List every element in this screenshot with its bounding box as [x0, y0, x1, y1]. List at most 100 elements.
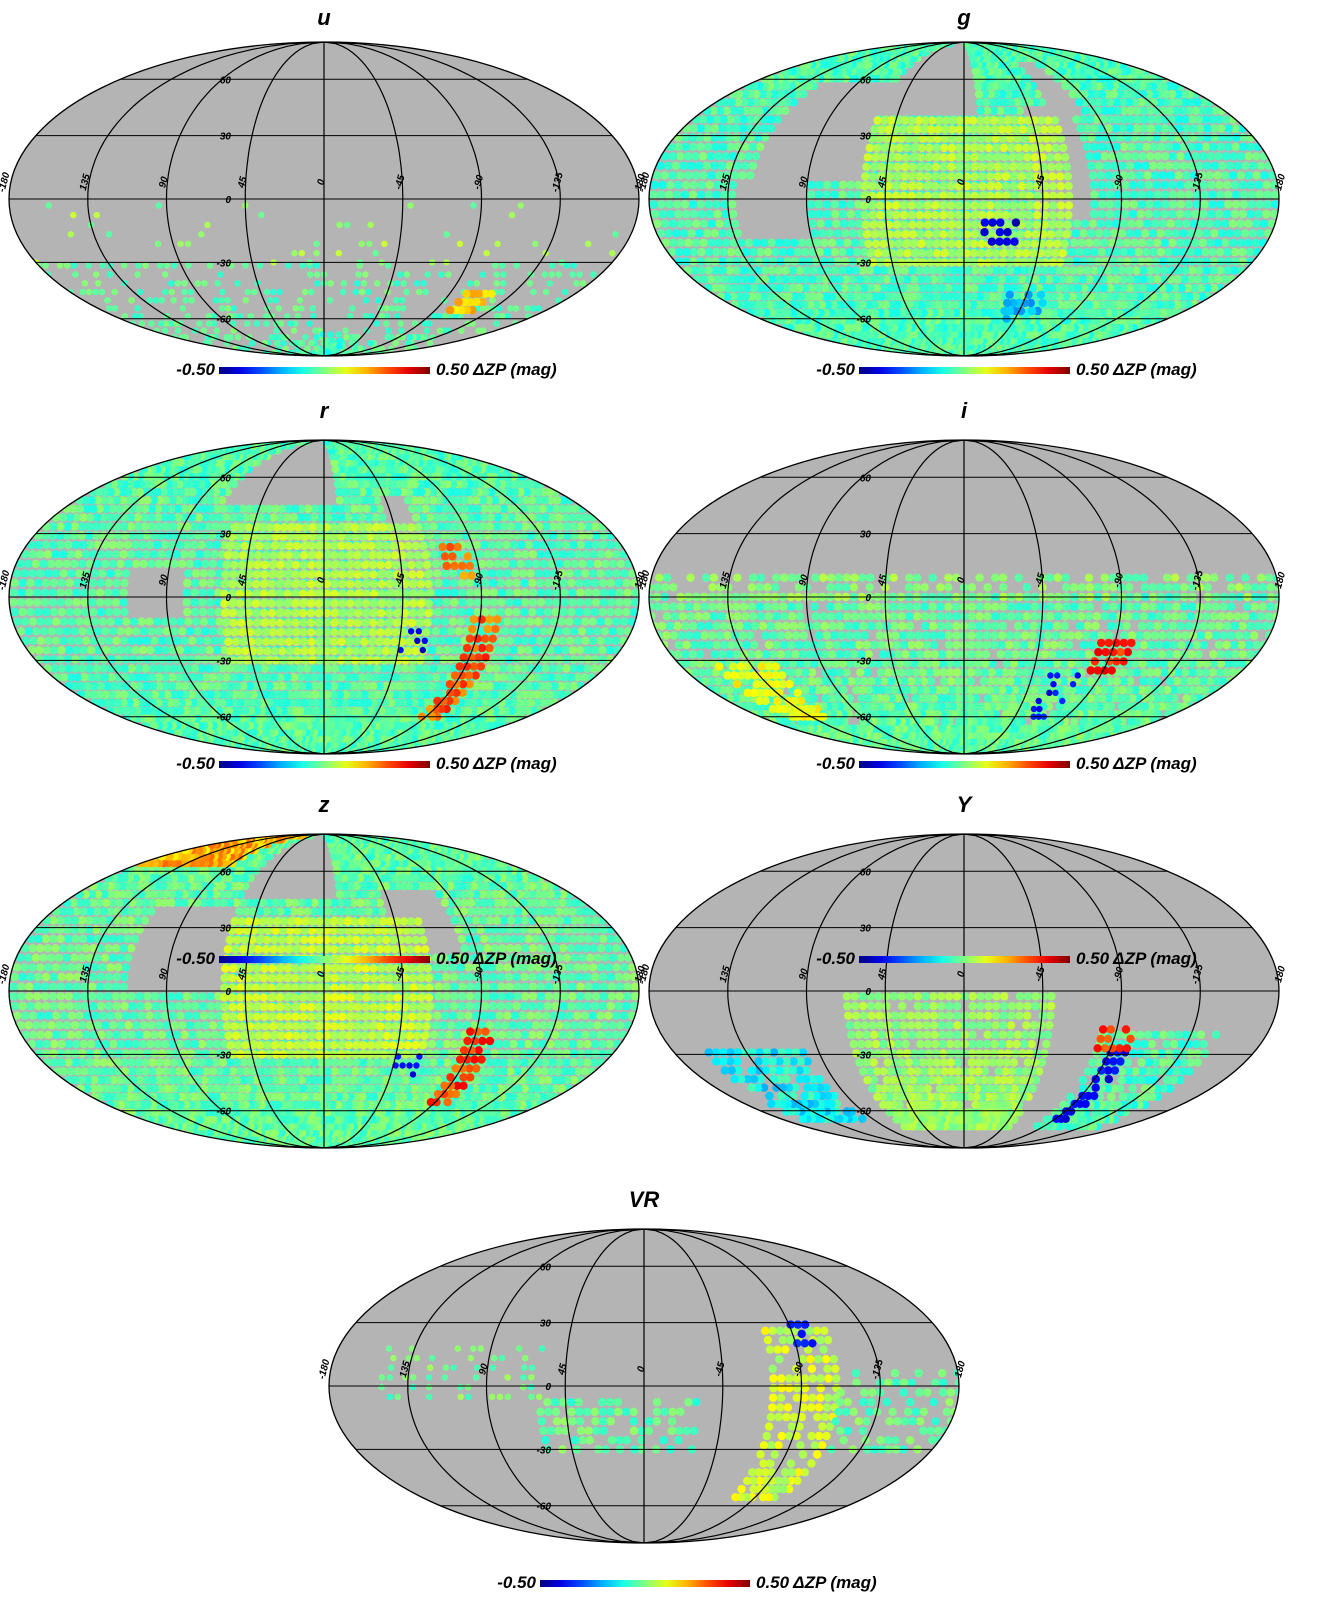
coverage-cell: [336, 221, 343, 228]
coverage-cell: [1176, 152, 1185, 161]
coverage-cell: [986, 201, 995, 210]
coverage-cell: [893, 266, 902, 275]
coverage-cell: [934, 300, 943, 309]
coverage-cell: [385, 327, 392, 334]
coverage-cell: [591, 655, 600, 664]
coverage-cell: [799, 89, 808, 99]
coverage-cell: [1184, 106, 1194, 116]
coverage-cell: [181, 288, 188, 296]
coverage-cell: [1037, 116, 1046, 125]
coverage-cell: [42, 645, 51, 655]
coverage-cell: [1180, 98, 1189, 107]
coverage-cell: [747, 292, 756, 301]
coverage-cell: [1255, 200, 1264, 209]
coverage-cell: [558, 636, 567, 645]
coverage-cell: [713, 275, 722, 284]
coverage-cell: [313, 262, 321, 269]
coverage-cell: [72, 271, 79, 278]
coverage-cell: [561, 645, 570, 655]
coverage-cell: [1213, 238, 1223, 247]
coverage-cell: [970, 172, 979, 181]
coverage-cell: [1079, 133, 1089, 142]
coverage-cell: [1259, 219, 1269, 228]
coverage-cell: [800, 247, 810, 257]
coverage-cell: [725, 257, 734, 266]
coverage-cell: [1046, 230, 1056, 239]
coverage-cell: [1028, 249, 1038, 258]
coverage-cell: [1024, 290, 1033, 299]
coverage-cell: [994, 98, 1003, 107]
coverage-cell: [1038, 298, 1047, 308]
coverage-cell: [441, 313, 448, 320]
coverage-cell: [79, 645, 88, 655]
coverage-cell: [121, 655, 130, 664]
coverage-cell: [1145, 190, 1154, 199]
coverage-cell: [1149, 98, 1158, 107]
coverage-cell: [660, 152, 670, 161]
coverage-cell: [932, 143, 941, 153]
coverage-cell: [860, 201, 869, 210]
coverage-cell: [445, 636, 454, 645]
coverage-cell: [691, 238, 701, 247]
coverage-cell: [722, 292, 732, 301]
coverage-cell: [862, 162, 871, 172]
coverage-cell: [205, 320, 213, 327]
coverage-cell: [1192, 190, 1201, 199]
coverage-cell: [683, 152, 692, 161]
coverage-cell: [939, 162, 948, 172]
coverage-cell: [909, 239, 918, 248]
coverage-cell: [1225, 161, 1235, 170]
coverage-cell: [868, 210, 877, 220]
coverage-cell: [1056, 134, 1066, 143]
coverage-cell: [1145, 200, 1154, 209]
coverage-cell: [894, 239, 903, 248]
coverage-cell: [767, 266, 776, 275]
coverage-cell: [846, 200, 855, 209]
coverage-cell: [996, 116, 1005, 125]
coverage-cell: [668, 171, 677, 180]
coverage-cell: [770, 98, 780, 107]
coverage-cell: [526, 280, 534, 287]
coverage-cell: [42, 262, 49, 269]
coverage-cell: [741, 142, 750, 152]
coverage-cell: [1093, 98, 1102, 107]
coverage-cell: [57, 645, 66, 655]
coverage-cell: [674, 247, 684, 257]
coverage-cell: [1055, 292, 1065, 301]
coverage-cell: [694, 161, 704, 170]
coverage-cell: [1180, 257, 1190, 266]
coverage-cell: [442, 645, 451, 655]
coverage-cell: [1080, 219, 1090, 228]
coverage-cell: [1239, 200, 1249, 209]
coverage-cell: [870, 300, 879, 309]
coverage-cell: [1131, 283, 1141, 293]
coverage-cell: [244, 288, 251, 296]
coverage-cell: [1049, 191, 1058, 200]
coverage-cell: [712, 115, 721, 124]
coverage-cell: [1231, 200, 1241, 209]
coverage-cell: [731, 133, 741, 142]
coverage-cell: [1231, 124, 1240, 133]
coverage-cell: [1137, 238, 1147, 247]
coverage-cell: [909, 275, 918, 284]
coverage-cell: [1100, 152, 1109, 161]
coverage-cell: [869, 162, 879, 172]
coverage-cell: [1230, 180, 1240, 190]
coverage-cell: [835, 300, 844, 309]
coverage-cell: [1075, 266, 1085, 275]
coverage-cell: [993, 210, 1003, 220]
coverage-cell: [691, 219, 701, 228]
coverage-cell: [1075, 247, 1084, 257]
coverage-cell: [763, 247, 773, 257]
coverage-cell: [1133, 115, 1142, 124]
coverage-cell: [781, 89, 790, 99]
coverage-cell: [499, 313, 506, 320]
coverage-cell: [944, 292, 954, 301]
coverage-cell: [1246, 209, 1255, 219]
coverage-cell: [112, 636, 121, 645]
longitude-tick-label: 0: [316, 178, 328, 187]
coverage-cell: [397, 320, 404, 327]
coverage-cell: [1119, 219, 1129, 228]
coverage-cell: [1143, 171, 1152, 180]
coverage-cell: [968, 300, 978, 309]
